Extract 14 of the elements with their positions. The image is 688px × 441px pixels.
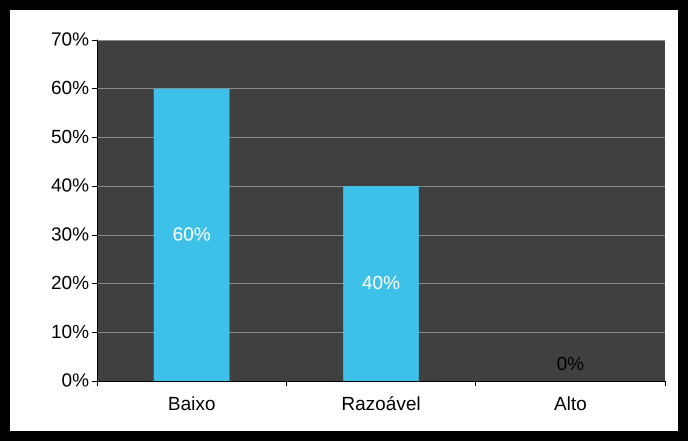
y-tick-label: 70% xyxy=(50,30,90,50)
data-label: 40% xyxy=(362,273,400,294)
y-tick-label: 0% xyxy=(62,370,90,392)
x-tick-label: Alto xyxy=(554,394,587,415)
data-label: 60% xyxy=(172,224,211,246)
y-tick-label: 40% xyxy=(50,176,90,197)
y-tick-label: 30% xyxy=(50,224,90,246)
x-tick-label: Razoável xyxy=(341,394,421,415)
y-tick-label: 10% xyxy=(50,322,90,343)
data-label: 0% xyxy=(556,354,584,375)
x-tick-label: Baixo xyxy=(168,394,216,415)
y-tick-label: 60% xyxy=(50,78,90,100)
y-tick-label: 20% xyxy=(50,273,90,294)
y-tick-label: 50% xyxy=(50,126,90,148)
